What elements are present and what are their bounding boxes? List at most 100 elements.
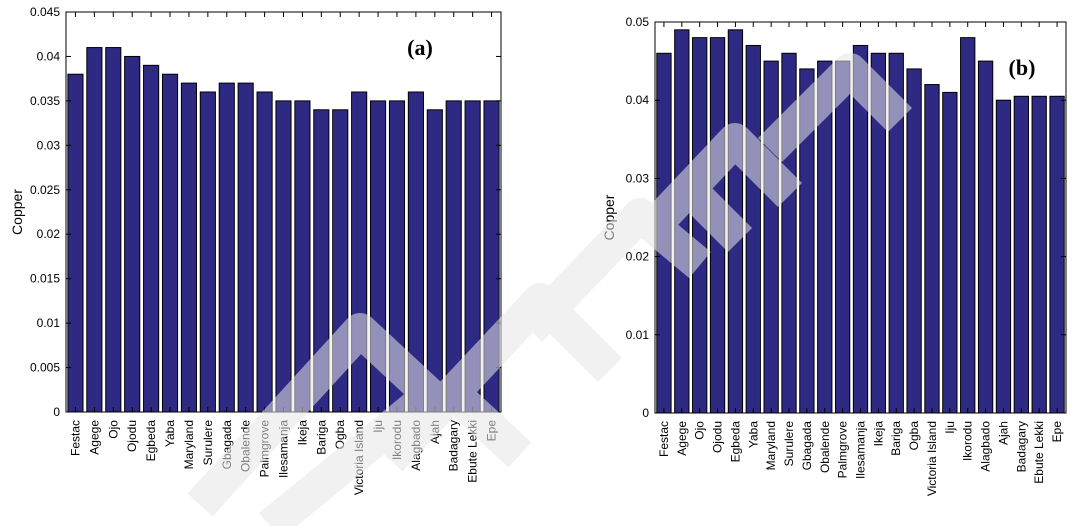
x-tick-label: Ikorodu <box>390 420 404 460</box>
bar-egbeda <box>143 64 160 413</box>
bar-ajah <box>426 109 443 413</box>
bar-ogba <box>332 109 349 413</box>
y-tick-label: 0.03 <box>37 138 61 152</box>
bar-surulere <box>199 91 216 413</box>
x-tick-label: Yaba <box>746 421 760 448</box>
y-tick-label: 0.045 <box>30 5 60 19</box>
x-tick-label: Ebute Lekki <box>1032 421 1046 484</box>
x-tick-label: Gbagada <box>800 421 814 471</box>
bar-ikorodu <box>388 100 406 413</box>
x-tick-label: Bariga <box>889 421 903 456</box>
x-tick-label: Ojo <box>106 420 120 439</box>
x-tick-label: Ikeja <box>295 420 309 446</box>
x-tick-label: Yaba <box>163 420 177 447</box>
bar-ojo <box>692 37 708 414</box>
bar-victoria-island <box>924 84 940 414</box>
x-tick-label: Ajah <box>428 420 442 444</box>
x-tick-label: Epe <box>485 420 499 442</box>
bar-obalende <box>237 82 254 413</box>
bar-badagary <box>1013 95 1029 414</box>
x-tick-label: Alagbado <box>409 420 423 471</box>
y-tick-label: 0.04 <box>37 49 61 63</box>
y-tick-label: 0.02 <box>626 250 650 264</box>
bar-agege <box>86 47 103 413</box>
x-tick-label: Badagary <box>1014 421 1028 472</box>
x-tick-label: Ogba <box>333 420 347 450</box>
bar-ikeja <box>870 52 887 414</box>
bar-ebute-lekki <box>1031 95 1047 414</box>
y-tick-label: 0 <box>642 406 649 420</box>
y-tick-label: 0.01 <box>37 316 61 330</box>
bar-palmgrove <box>834 60 851 414</box>
y-tick-label: 0.04 <box>626 93 650 107</box>
y-tick-label: 0.005 <box>30 361 60 375</box>
bar-festac <box>67 73 84 413</box>
bar-yaba <box>745 44 761 414</box>
x-tick-label: Iju <box>371 420 385 433</box>
panel-a-chart: 0 0.005 0.01 0.015 0.02 0.025 0.03 0.035 0.04 0.0… <box>9 5 502 495</box>
bar-ebute-lekki <box>464 100 481 413</box>
bar-ojodu <box>124 55 141 413</box>
x-tick-label: Egbeda <box>144 420 158 462</box>
x-tick-label: Iju <box>943 421 957 434</box>
x-tick-label: Alagbado <box>979 421 993 472</box>
bar-ilesamanja <box>852 44 869 414</box>
x-tick-label: Epe <box>1050 421 1064 443</box>
x-tick-label: Ebute Lekki <box>466 420 480 483</box>
y-tick-label: 0.02 <box>37 227 61 241</box>
bar-gbagada <box>218 82 235 413</box>
panel-label: (b) <box>1009 55 1036 80</box>
bar-gbagada <box>799 68 815 414</box>
x-tick-label: Ogba <box>907 421 921 451</box>
x-tick-label: Obalende <box>239 420 253 472</box>
bar-egbeda <box>727 29 744 414</box>
y-tick-label: 0.03 <box>626 171 650 185</box>
bar-maryland <box>763 60 779 414</box>
bar-victoria-island <box>351 91 368 413</box>
x-tick-label: Palmgrove <box>258 420 272 478</box>
x-tick-label: Ojo <box>693 421 707 440</box>
x-tick-label: Victoria Island <box>352 420 366 495</box>
bar-surulere <box>781 52 797 414</box>
bar-badagary <box>445 100 462 413</box>
x-tick-label: Gbagada <box>220 420 234 470</box>
bar-ikeja <box>294 100 311 413</box>
x-tick-label: Bariga <box>314 420 328 455</box>
x-tick-label: Ikorodu <box>961 421 975 461</box>
bar-ajah <box>995 99 1012 414</box>
bar-ilesamanja <box>275 100 292 413</box>
bar-maryland <box>180 82 197 413</box>
bar-palmgrove <box>256 91 273 413</box>
bar-bariga <box>888 52 904 414</box>
x-tick-label: Agege <box>675 421 689 456</box>
bar-festac <box>656 52 672 414</box>
x-tick-label: Ojodu <box>125 420 139 452</box>
y-tick-label: 0.01 <box>626 328 650 342</box>
y-tick-label: 0.035 <box>30 94 60 108</box>
bar-iju <box>942 91 958 414</box>
bar-agege <box>674 29 690 414</box>
y-axis-title: Copper <box>9 189 25 235</box>
x-tick-label: Badagary <box>447 420 461 471</box>
y-tick-label: 0.015 <box>30 272 60 286</box>
x-tick-label: Ilesamanja <box>854 421 868 479</box>
bar-alagbado <box>407 91 424 413</box>
x-tick-label: Ojodu <box>711 421 725 453</box>
x-tick-label: Victoria Island <box>925 421 939 496</box>
x-tick-label: Egbeda <box>728 421 742 463</box>
bar-obalende <box>817 60 833 414</box>
x-tick-label: Obalende <box>818 421 832 473</box>
x-tick-label: Ajah <box>996 421 1010 445</box>
bar-epe <box>1049 95 1065 414</box>
y-axis-title: Copper <box>601 194 617 240</box>
x-tick-label: Festac <box>657 421 671 457</box>
x-tick-label: Surulere <box>201 420 215 466</box>
x-tick-label: Maryland <box>182 420 196 469</box>
bar-ogba <box>906 68 922 414</box>
x-tick-label: Agege <box>87 420 101 455</box>
x-tick-label: Palmgrove <box>836 421 850 479</box>
panel-label: (a) <box>407 35 433 60</box>
bar-iju <box>370 100 387 413</box>
x-tick-label: Ikeja <box>871 421 885 447</box>
